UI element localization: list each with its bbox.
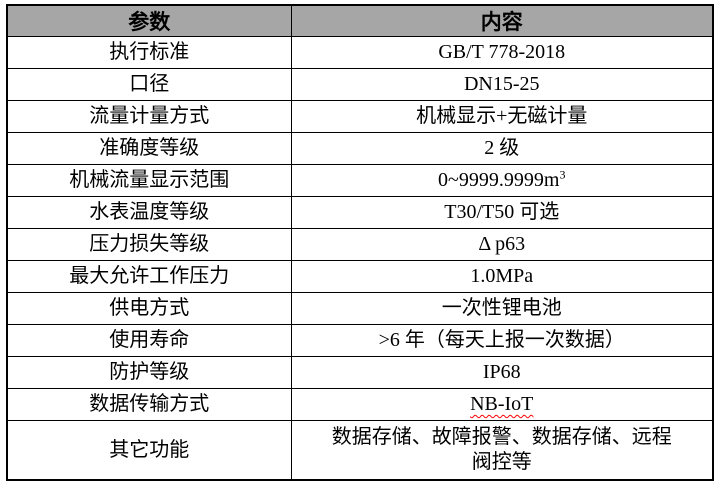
value-cell: 机械显示+无磁计量 bbox=[290, 100, 714, 133]
header-row: 参数 内容 bbox=[6, 4, 714, 37]
value-text-line2: 阀控等 bbox=[471, 451, 532, 473]
param-cell: 其它功能 bbox=[6, 420, 292, 481]
table-row: 口径 DN15-25 bbox=[6, 68, 714, 101]
spec-table: 参数 内容 执行标准 GB/T 778-2018 口径 DN15-25 流量计量… bbox=[6, 4, 714, 481]
header-content: 内容 bbox=[290, 4, 714, 37]
value-cell: NB-IoT bbox=[290, 388, 714, 421]
param-cell: 使用寿命 bbox=[6, 324, 292, 357]
header-param: 参数 bbox=[6, 4, 292, 37]
value-cell: 一次性锂电池 bbox=[290, 292, 714, 325]
value-cell: T30/T50 可选 bbox=[290, 196, 714, 229]
param-cell: 执行标准 bbox=[6, 36, 292, 69]
value-cell: 0~9999.9999m3 bbox=[290, 164, 714, 197]
table-row: 其它功能 数据存储、故障报警、数据存储、远程 阀控等 bbox=[6, 420, 714, 481]
table-row: 压力损失等级 Δ p63 bbox=[6, 228, 714, 261]
table-row: 流量计量方式 机械显示+无磁计量 bbox=[6, 100, 714, 133]
value-cell: Δ p63 bbox=[290, 228, 714, 261]
param-cell: 流量计量方式 bbox=[6, 100, 292, 133]
param-cell: 防护等级 bbox=[6, 356, 292, 389]
table-row: 执行标准 GB/T 778-2018 bbox=[6, 36, 714, 69]
value-text-line1: 数据存储、故障报警、数据存储、远程 bbox=[331, 426, 672, 448]
table-row: 最大允许工作压力 1.0MPa bbox=[6, 260, 714, 293]
param-cell: 供电方式 bbox=[6, 292, 292, 325]
param-cell: 机械流量显示范围 bbox=[6, 164, 292, 197]
table-row: 供电方式 一次性锂电池 bbox=[6, 292, 714, 325]
cubic-meter-superscript: 3 bbox=[559, 167, 566, 182]
param-cell: 水表温度等级 bbox=[6, 196, 292, 229]
param-cell: 压力损失等级 bbox=[6, 228, 292, 261]
value-cell: 1.0MPa bbox=[290, 260, 714, 293]
value-cell: IP68 bbox=[290, 356, 714, 389]
value-cell: 数据存储、故障报警、数据存储、远程 阀控等 bbox=[290, 420, 714, 481]
table-row: 数据传输方式 NB-IoT bbox=[6, 388, 714, 421]
table-row: 水表温度等级 T30/T50 可选 bbox=[6, 196, 714, 229]
value-cell: >6 年（每天上报一次数据） bbox=[290, 324, 714, 357]
table-row: 准确度等级 2 级 bbox=[6, 132, 714, 165]
table-row: 防护等级 IP68 bbox=[6, 356, 714, 389]
table-row: 机械流量显示范围 0~9999.9999m3 bbox=[6, 164, 714, 197]
value-cell: DN15-25 bbox=[290, 68, 714, 101]
param-cell: 最大允许工作压力 bbox=[6, 260, 292, 293]
value-text: 0~9999.9999m bbox=[438, 169, 560, 191]
value-cell: GB/T 778-2018 bbox=[290, 36, 714, 69]
param-cell: 口径 bbox=[6, 68, 292, 101]
param-cell: 准确度等级 bbox=[6, 132, 292, 165]
value-cell: 2 级 bbox=[290, 132, 714, 165]
value-text-spellchecked: NB-IoT bbox=[470, 393, 534, 415]
param-cell: 数据传输方式 bbox=[6, 388, 292, 421]
table-row: 使用寿命 >6 年（每天上报一次数据） bbox=[6, 324, 714, 357]
